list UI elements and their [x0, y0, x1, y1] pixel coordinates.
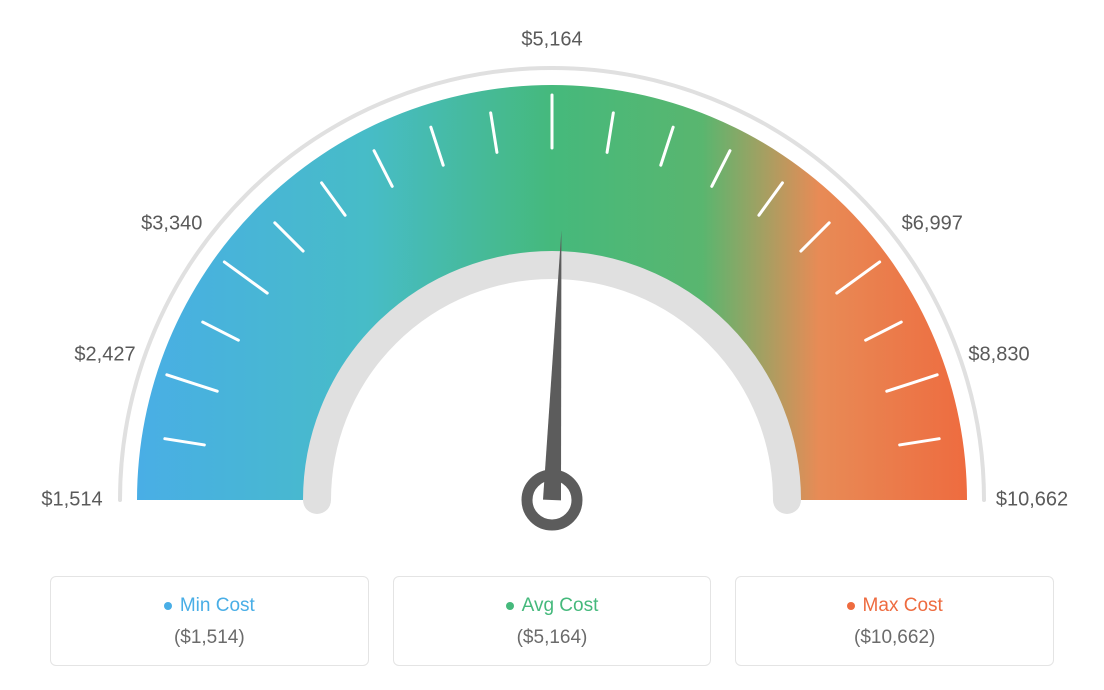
dot-icon	[506, 602, 514, 610]
card-min-header: Min Cost	[164, 595, 255, 617]
gauge-tick-label: $5,164	[521, 29, 582, 52]
card-avg-header: Avg Cost	[506, 595, 599, 617]
gauge-tick-label: $1,514	[41, 489, 102, 512]
legend-cards: Min Cost ($1,514) Avg Cost ($5,164) Max …	[50, 576, 1054, 666]
gauge-chart-container: $1,514 $2,427 $3,340 $5,164 $6,997 $8,830 $10,…	[0, 0, 1104, 690]
card-min-label: Min Cost	[180, 595, 255, 617]
card-avg-value: ($5,164)	[406, 627, 699, 649]
gauge-area: $1,514 $2,427 $3,340 $5,164 $6,997 $8,830 $10,…	[0, 0, 1104, 560]
card-min-value: ($1,514)	[63, 627, 356, 649]
card-avg-label: Avg Cost	[522, 595, 599, 617]
gauge-svg	[0, 0, 1104, 560]
dot-icon	[164, 602, 172, 610]
card-max-cost: Max Cost ($10,662)	[735, 576, 1054, 666]
gauge-tick-label: $3,340	[141, 212, 202, 235]
gauge-tick-label: $6,997	[902, 212, 963, 235]
gauge-tick-label: $8,830	[968, 343, 1029, 366]
card-max-value: ($10,662)	[748, 627, 1041, 649]
card-min-cost: Min Cost ($1,514)	[50, 576, 369, 666]
gauge-tick-label: $10,662	[996, 489, 1068, 512]
gauge-tick-label: $2,427	[74, 343, 135, 366]
dot-icon	[847, 602, 855, 610]
card-max-header: Max Cost	[847, 595, 943, 617]
card-avg-cost: Avg Cost ($5,164)	[393, 576, 712, 666]
card-max-label: Max Cost	[863, 595, 943, 617]
